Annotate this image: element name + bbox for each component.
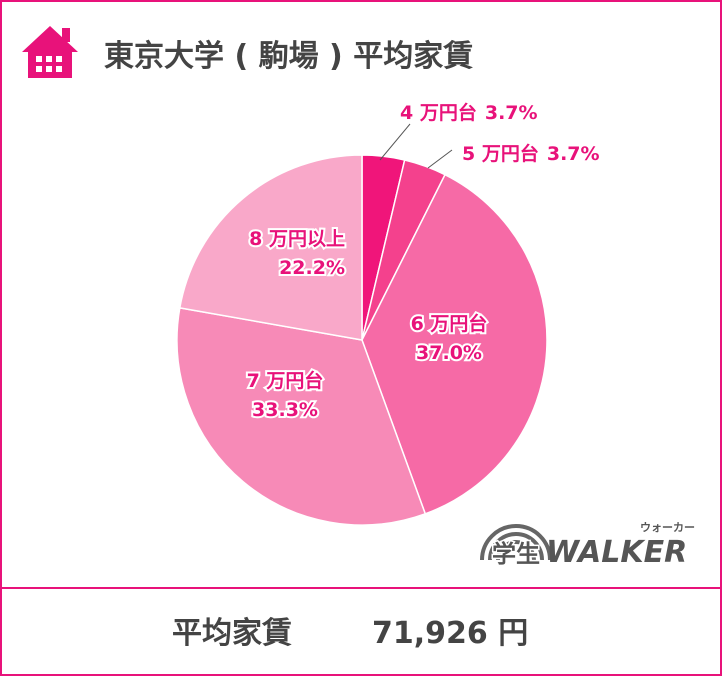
chart-title: 東京大学 ( 駒場 ) 平均家賃 [104, 39, 473, 74]
pie-slice [178, 154, 363, 341]
slice-value: 3.7% [485, 102, 538, 124]
slice-value: 33.3% [252, 399, 318, 421]
slice-label: 7 万円台 [247, 369, 324, 392]
logo-ruby: ウォーカー [640, 521, 695, 534]
slice-value: 37.0% [416, 342, 482, 364]
leader-line [379, 123, 411, 161]
pie-slice [176, 307, 427, 526]
leader-line [427, 149, 453, 169]
slice-label: 6 万円台 [411, 312, 488, 335]
slice-value: 22.2% [279, 257, 345, 279]
logo: 学生 WALKER ウォーカー [480, 521, 695, 570]
pie-slice [361, 173, 548, 515]
slice-label: 5 万円台 [462, 142, 539, 165]
pie: 4 万円台 3.7% 5 万円台 3.7% 6 万円台 37.0% 7 万円台 33.3% 8 … [176, 99, 602, 526]
logo-brand: WALKER [546, 535, 687, 570]
house-icon [22, 26, 78, 78]
slice-label: 4 万円台 [400, 101, 477, 124]
footer-value: 71,926 円 [372, 616, 528, 651]
slice-label: 8 万円以上 [249, 228, 345, 250]
footer-label: 平均家賃 [172, 616, 292, 651]
logo-main: 学生 [492, 540, 540, 568]
slice-value: 3.7% [547, 143, 600, 165]
